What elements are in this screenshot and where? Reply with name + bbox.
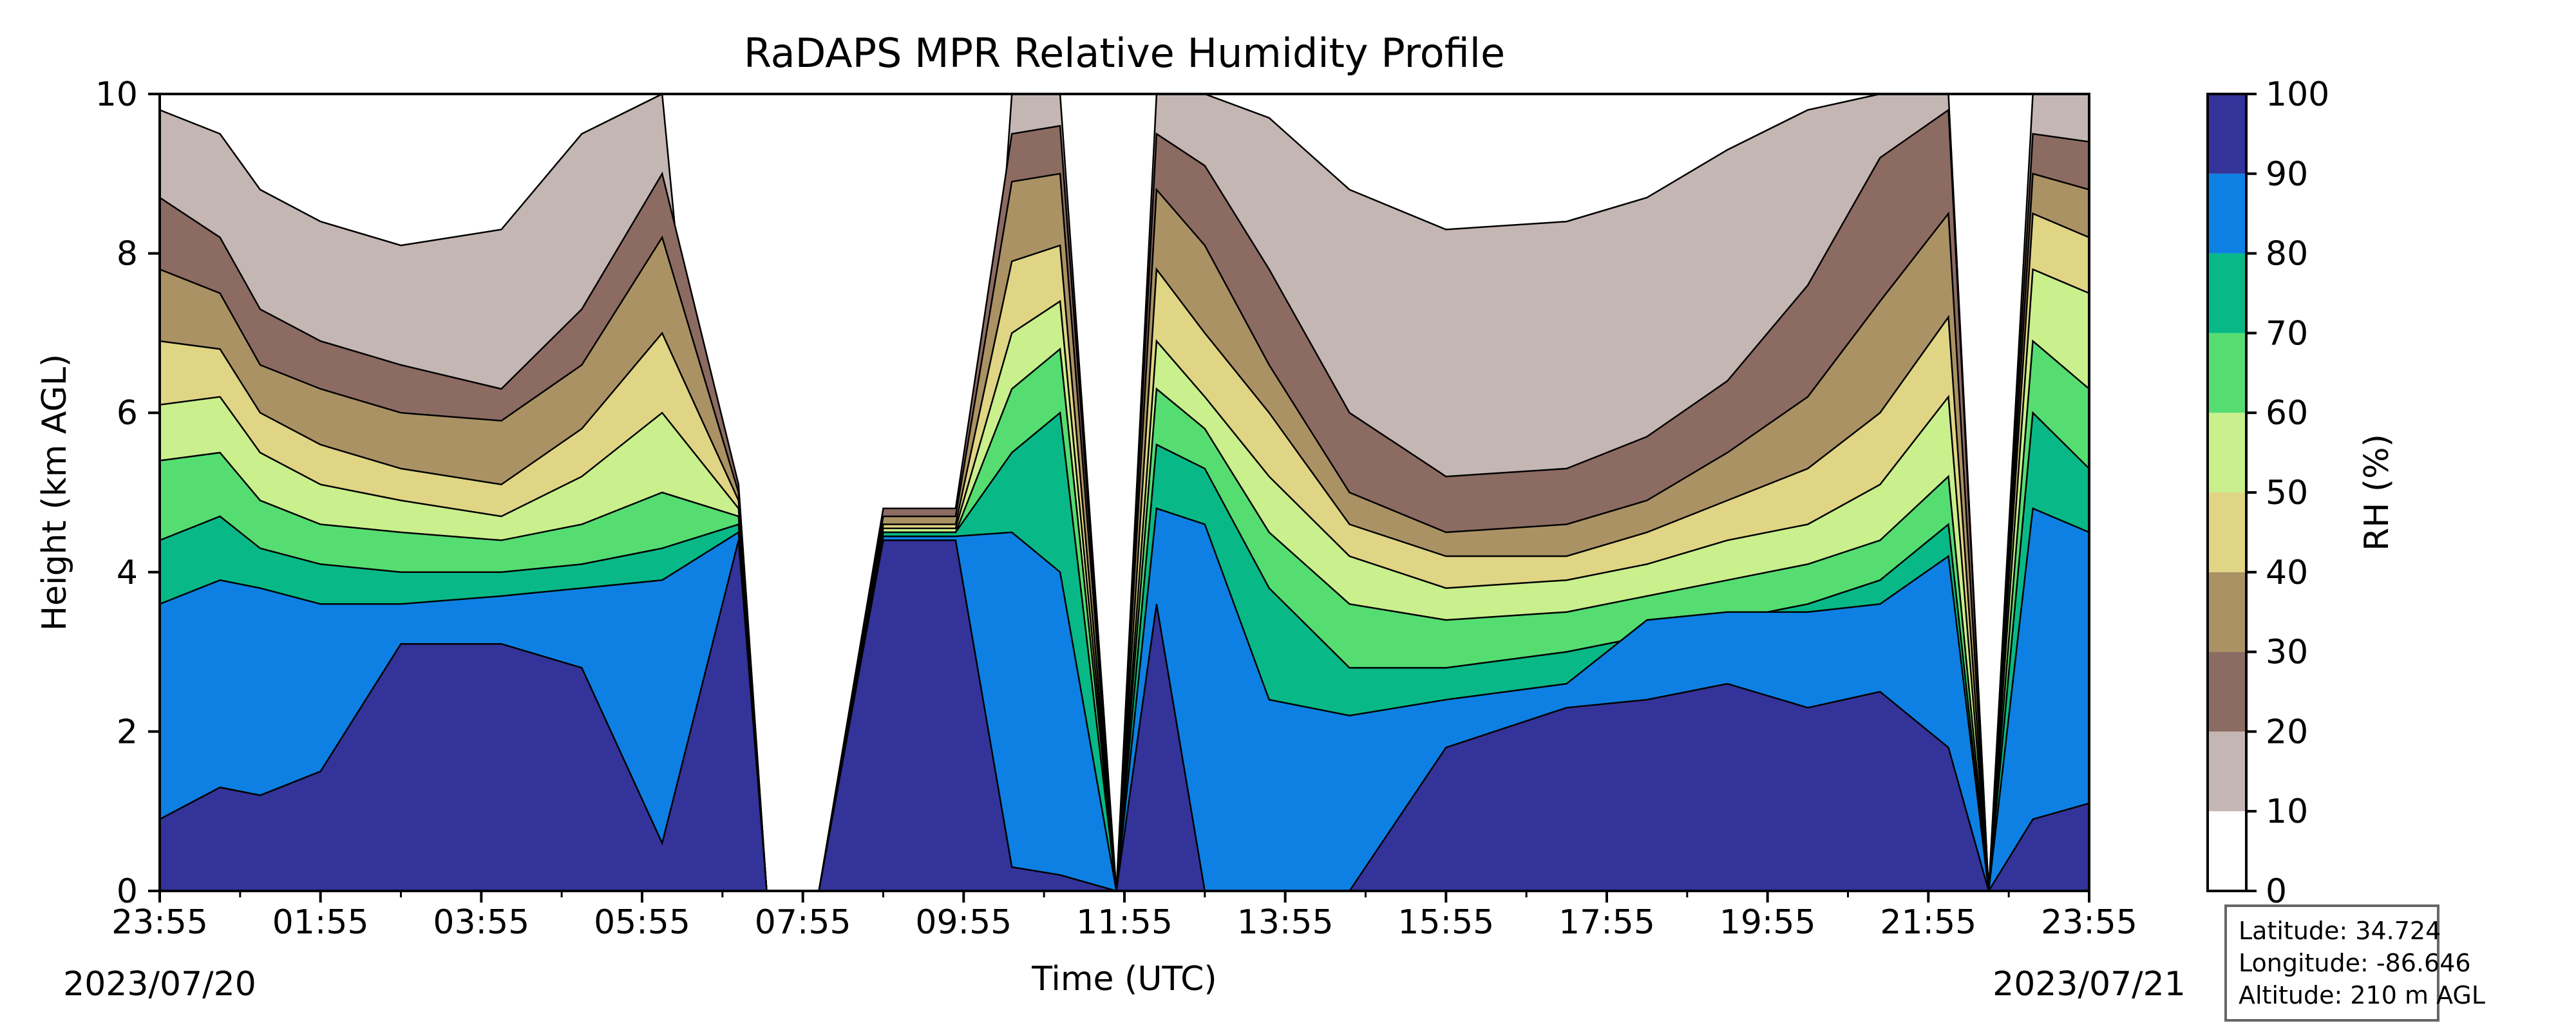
- x-tick-label: 23:55: [2041, 903, 2137, 942]
- y-tick-label: 8: [117, 235, 138, 274]
- colorbar-tick-label: 60: [2266, 394, 2308, 433]
- colorbar-swatch: [2208, 94, 2246, 174]
- colorbar-tick-label: 50: [2266, 474, 2308, 512]
- altitude-text: Altitude: 210 m AGL: [2239, 981, 2486, 1009]
- colorbar-tick-label: 80: [2266, 235, 2308, 274]
- colorbar-swatch: [2208, 651, 2246, 732]
- colorbar-swatch: [2208, 572, 2246, 652]
- colorbar-swatch: [2208, 253, 2246, 333]
- latitude-text: Latitude: 34.724: [2239, 917, 2441, 945]
- site-info-box: Latitude: 34.724 Longitude: -86.646 Alti…: [2224, 904, 2486, 1022]
- x-axis-label: Time (UTC): [1031, 960, 1217, 998]
- colorbar-swatch: [2208, 173, 2246, 254]
- x-tick-label: 15:55: [1397, 903, 1494, 942]
- colorbar: [2206, 93, 2248, 892]
- start-date: 2023/07/20: [63, 965, 256, 1004]
- y-tick-label: 10: [95, 75, 138, 114]
- x-tick-label: 13:55: [1237, 903, 1334, 942]
- y-tick-label: 6: [117, 394, 138, 433]
- y-tick-label: 0: [117, 872, 138, 911]
- y-tick-label: 2: [117, 713, 138, 751]
- colorbar-tick-label: 70: [2266, 314, 2308, 353]
- chart-title: RaDAPS MPR Relative Humidity Profile: [744, 30, 1505, 77]
- colorbar-tick-label: 10: [2266, 792, 2308, 831]
- x-tick-label: 09:55: [915, 903, 1012, 942]
- colorbar-tick-label: 30: [2266, 633, 2308, 672]
- x-tick-label: 03:55: [433, 903, 529, 942]
- colorbar-tick-label: 20: [2266, 713, 2308, 751]
- colorbar-swatch: [2208, 492, 2246, 572]
- colorbar-tick-label: 40: [2266, 554, 2308, 592]
- colorbar-tick-label: 90: [2266, 155, 2308, 194]
- colorbar-swatch: [2208, 333, 2246, 413]
- y-axis-label: Height (km AGL): [35, 354, 74, 631]
- colorbar-swatch: [2208, 731, 2246, 812]
- longitude-text: Longitude: -86.646: [2239, 949, 2471, 977]
- x-tick-label: 11:55: [1076, 903, 1173, 942]
- colorbar-label: RH (%): [2358, 434, 2396, 551]
- end-date: 2023/07/21: [1993, 965, 2186, 1004]
- x-tick-label: 19:55: [1719, 903, 1816, 942]
- colorbar-tick-label: 100: [2266, 75, 2329, 114]
- colorbar-swatch: [2208, 811, 2246, 891]
- x-axis: 23:55 01:55 03:55 05:55 07:55 09:55 11:55 13:55…: [111, 891, 2137, 942]
- band-level-9: [160, 539, 2089, 891]
- x-tick-label: 17:55: [1558, 903, 1655, 942]
- plot-area: [160, 94, 2089, 891]
- x-tick-label: 07:55: [755, 903, 851, 942]
- x-tick-label: 01:55: [272, 903, 369, 942]
- x-tick-label: 23:55: [111, 903, 208, 942]
- x-tick-label: 05:55: [594, 903, 690, 942]
- colorbar-swatch: [2208, 413, 2246, 492]
- x-tick-label: 21:55: [1880, 903, 1976, 942]
- y-tick-label: 4: [117, 554, 138, 592]
- y-axis: 0 2 4 6 8 10: [95, 75, 160, 911]
